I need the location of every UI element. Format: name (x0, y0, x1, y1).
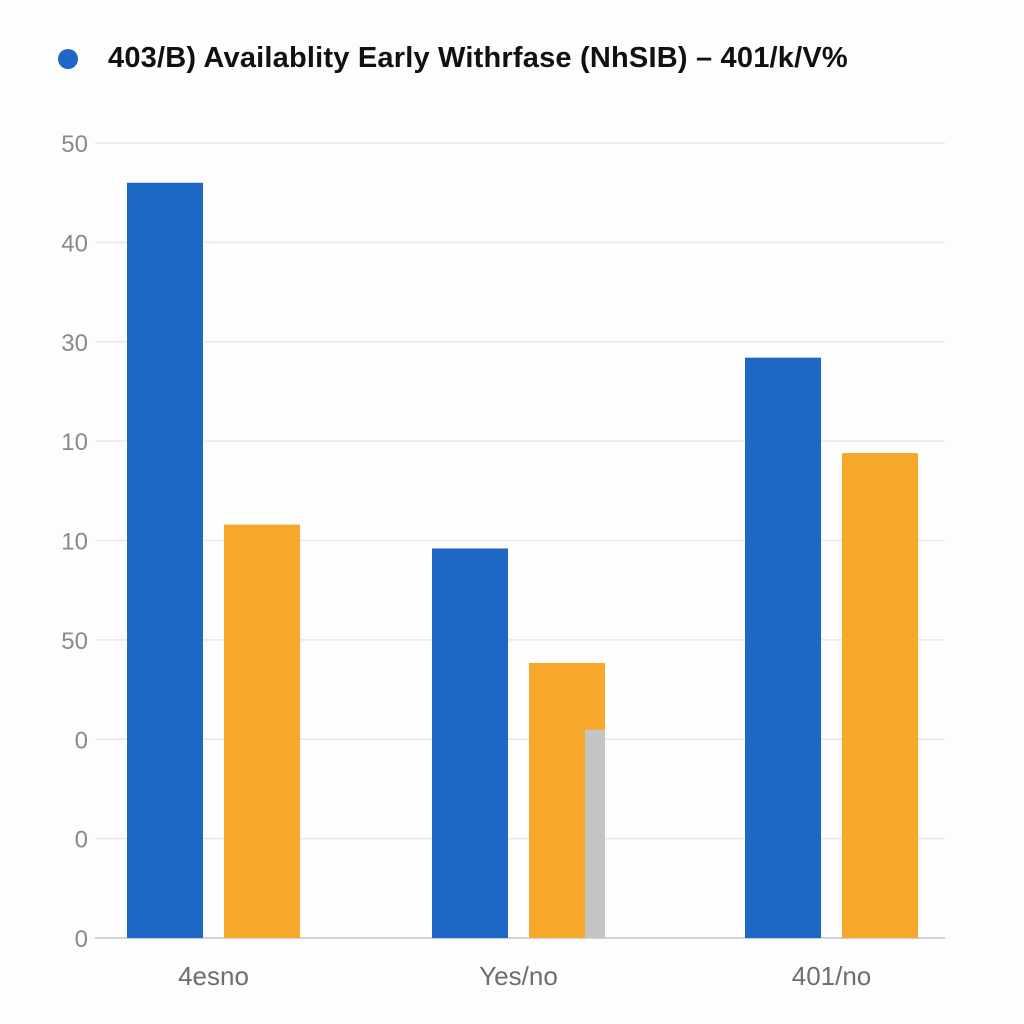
y-tick-label: 50 (61, 628, 88, 655)
x-category-label: 4esno (178, 961, 249, 991)
legend-label: 403/B) Availablity Early Withrfase (NhSI… (108, 42, 848, 74)
y-tick-label: 0 (75, 727, 88, 754)
bar-yes-no-s3 (585, 729, 605, 938)
bar-4esno-s1 (127, 182, 203, 938)
legend-marker (58, 48, 78, 69)
x-category-label: 401/no (792, 961, 872, 991)
y-tick-label: 30 (61, 330, 88, 357)
y-tick-label: 0 (75, 926, 88, 953)
y-tick-label: 50 (61, 131, 88, 158)
bar-yes-no-s1 (432, 548, 508, 938)
bar-401-no-s2 (842, 453, 918, 938)
legend: 403/B) Availablity Early Withrfase (NhSI… (58, 42, 848, 75)
y-tick-label: 0 (75, 827, 88, 854)
bar-401-no-s1 (745, 357, 821, 938)
y-tick-label: 40 (61, 230, 88, 257)
x-category-label: Yes/no (479, 961, 558, 991)
y-tick-label: 10 (61, 429, 88, 456)
y-tick-label: 10 (61, 529, 88, 556)
bar-4esno-s2 (224, 524, 300, 938)
